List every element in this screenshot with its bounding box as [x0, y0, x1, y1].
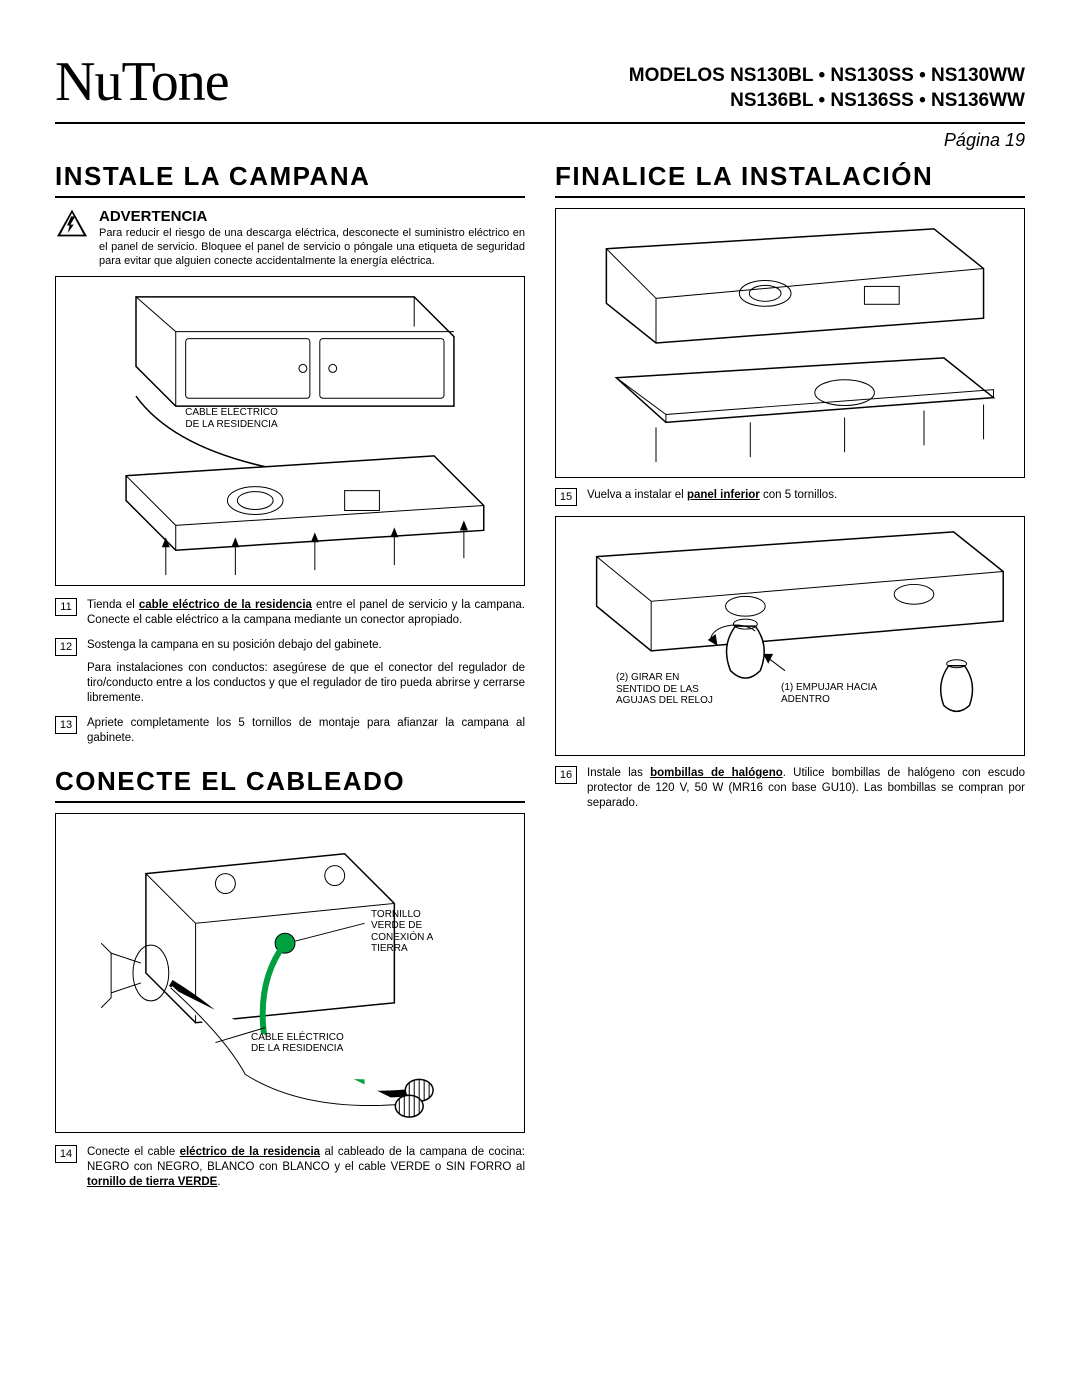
step-16: 16 Instale las bombillas de halógeno. Ut…	[555, 766, 1025, 811]
brand-logo: NuTone	[55, 50, 229, 114]
figure-bottom-panel	[555, 208, 1025, 478]
step-13-text: Apriete completamente los 5 tornillos de…	[87, 716, 525, 746]
page-number: Página 19	[55, 130, 1025, 151]
model-list: MODELOS NS130BL • NS130SS • NS130WW NS13…	[629, 63, 1025, 114]
warning-body: Para reducir el riesgo de una descarga e…	[99, 227, 525, 268]
figure-install-hood: CABLE ELÉCTRICO DE LA RESIDENCIA	[55, 276, 525, 586]
step-14-text: Conecte el cable eléctrico de la residen…	[87, 1145, 525, 1190]
left-column: INSTALE LA CAMPANA ADVERTENCIA Para redu…	[55, 161, 525, 1200]
step-13-num: 13	[55, 716, 77, 734]
fig4-push-label: (1) EMPUJAR HACIA ADENTRO	[781, 682, 891, 705]
step-12: 12 Sostenga la campana en su posición de…	[55, 638, 525, 706]
step-14-num: 14	[55, 1145, 77, 1163]
step-14: 14 Conecte el cable eléctrico de la resi…	[55, 1145, 525, 1190]
step-13: 13 Apriete completamente los 5 tornillos…	[55, 716, 525, 746]
section-connect-wiring: CONECTE EL CABLEADO	[55, 766, 525, 803]
models-line-1: MODELOS NS130BL • NS130SS • NS130WW	[629, 63, 1025, 89]
step-11: 11 Tienda el cable eléctrico de la resid…	[55, 598, 525, 628]
step-16-text: Instale las bombillas de halógeno. Utili…	[587, 766, 1025, 811]
fig1-cable-label: CABLE ELÉCTRICO DE LA RESIDENCIA	[184, 407, 279, 430]
step-12-num: 12	[55, 638, 77, 656]
warning-block: ADVERTENCIA Para reducir el riesgo de un…	[55, 208, 525, 268]
fig4-rotate-label: (2) GIRAR EN SENTIDO DE LAS AGUJAS DEL R…	[616, 672, 716, 707]
step-11-num: 11	[55, 598, 77, 616]
warning-text-block: ADVERTENCIA Para reducir el riesgo de un…	[99, 208, 525, 268]
warning-title: ADVERTENCIA	[99, 208, 525, 225]
fig3-cable-label: CABLE ELÉCTRICO DE LA RESIDENCIA	[251, 1032, 346, 1055]
figure-bulbs: (2) GIRAR EN SENTIDO DE LAS AGUJAS DEL R…	[555, 516, 1025, 756]
step-16-num: 16	[555, 766, 577, 784]
step-15-num: 15	[555, 488, 577, 506]
section-install-hood: INSTALE LA CAMPANA	[55, 161, 525, 198]
fig3-ground-label: TORNILLO VERDE DE CONEXIÓN A TIERRA	[371, 909, 451, 955]
section-finish-install: FINALICE LA INSTALACIÓN	[555, 161, 1025, 198]
content-columns: INSTALE LA CAMPANA ADVERTENCIA Para redu…	[55, 161, 1025, 1200]
warning-icon	[55, 208, 89, 238]
figure-wiring: TORNILLO VERDE DE CONEXIÓN A TIERRA CABL…	[55, 813, 525, 1133]
models-line-2: NS136BL • NS136SS • NS136WW	[629, 88, 1025, 114]
step-11-text: Tienda el cable eléctrico de la residenc…	[87, 598, 525, 628]
step-12-text: Sostenga la campana en su posición debaj…	[87, 638, 525, 706]
step-15-text: Vuelva a instalar el panel inferior con …	[587, 488, 1025, 503]
page-header: NuTone MODELOS NS130BL • NS130SS • NS130…	[55, 50, 1025, 124]
right-column: FINALICE LA INSTALACIÓN	[555, 161, 1025, 1200]
step-15: 15 Vuelva a instalar el panel inferior c…	[555, 488, 1025, 506]
